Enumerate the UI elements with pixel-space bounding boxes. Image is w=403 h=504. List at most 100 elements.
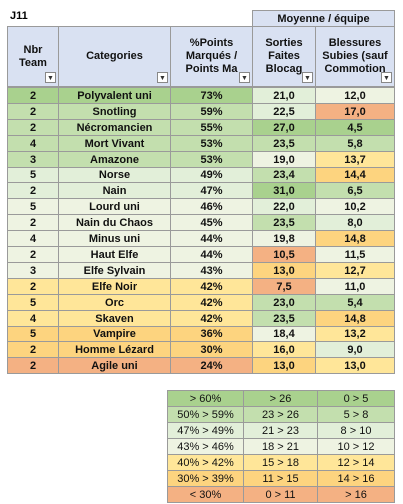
table-cell: 42% xyxy=(170,310,253,327)
table-cell: 7,5 xyxy=(252,278,316,295)
filter-button[interactable]: ▼ xyxy=(45,72,56,83)
legend-cell: 50% > 59% xyxy=(167,406,244,423)
table-cell: 12,7 xyxy=(315,262,395,279)
table-cell: 5,4 xyxy=(315,294,395,311)
table-cell: 19,8 xyxy=(252,230,316,247)
table-cell: 23,5 xyxy=(252,135,316,152)
table-cell: 8,0 xyxy=(315,214,395,231)
table-cell: 19,0 xyxy=(252,151,316,168)
table-cell: 12,0 xyxy=(315,87,395,104)
table-cell: 2 xyxy=(7,103,59,120)
table-cell: Homme Lézard xyxy=(58,341,171,358)
table-cell: Nain du Chaos xyxy=(58,214,171,231)
table-cell: 44% xyxy=(170,246,253,263)
legend-cell: < 30% xyxy=(167,486,244,503)
header-line: Commotion xyxy=(324,63,386,75)
table-cell: 4,5 xyxy=(315,119,395,136)
table-cell: 13,0 xyxy=(252,357,316,374)
group-header: Moyenne / équipe xyxy=(252,10,395,27)
legend-cell: 10 > 12 xyxy=(317,438,395,455)
table-cell: 5,8 xyxy=(315,135,395,152)
table-cell: 2 xyxy=(7,119,59,136)
table-cell: 45% xyxy=(170,214,253,231)
table-cell: 4 xyxy=(7,230,59,247)
table-cell: 27,0 xyxy=(252,119,316,136)
table-cell: 49% xyxy=(170,167,253,183)
header-line: Nbr xyxy=(23,43,43,56)
header-line: Blocag xyxy=(265,63,303,75)
table-cell: 2 xyxy=(7,278,59,295)
table-cell: 2 xyxy=(7,246,59,263)
column-header: Categories xyxy=(58,26,171,87)
legend-cell: > 16 xyxy=(317,486,395,503)
table-cell: 16,0 xyxy=(252,341,316,358)
filter-button[interactable]: ▼ xyxy=(239,72,250,83)
legend-cell: 0 > 11 xyxy=(243,486,318,503)
table-cell: Mort Vivant xyxy=(58,135,171,152)
table-cell: 3 xyxy=(7,262,59,279)
table-cell: 6,5 xyxy=(315,182,395,199)
table-cell: 10,5 xyxy=(252,246,316,263)
table-cell: 14,8 xyxy=(315,310,395,327)
table-cell: 14,4 xyxy=(315,167,395,183)
legend-cell: 8 > 10 xyxy=(317,422,395,439)
table-cell: 4 xyxy=(7,310,59,327)
legend-cell: 30% > 39% xyxy=(167,470,244,487)
table-cell: Lourd uni xyxy=(58,198,171,215)
column-header: Nbr Team xyxy=(7,26,59,87)
legend-cell: 11 > 15 xyxy=(243,470,318,487)
table-cell: 4 xyxy=(7,135,59,152)
filter-button[interactable]: ▼ xyxy=(381,72,392,83)
table-cell: 42% xyxy=(170,294,253,311)
table-cell: 5 xyxy=(7,294,59,311)
legend-cell: 18 > 21 xyxy=(243,438,318,455)
table-cell: 2 xyxy=(7,341,59,358)
table-cell: 17,0 xyxy=(315,103,395,120)
table-cell: 2 xyxy=(7,357,59,374)
table-cell: 13,0 xyxy=(252,262,316,279)
filter-button[interactable]: ▼ xyxy=(302,72,313,83)
legend-cell: 47% > 49% xyxy=(167,422,244,439)
legend-cell: > 60% xyxy=(167,390,244,407)
table-cell: Snotling xyxy=(58,103,171,120)
table-cell: 11,5 xyxy=(315,246,395,263)
table-cell: 59% xyxy=(170,103,253,120)
legend-cell: 40% > 42% xyxy=(167,454,244,471)
table-cell: 23,5 xyxy=(252,310,316,327)
table-cell: 24% xyxy=(170,357,253,374)
table-cell: Skaven xyxy=(58,310,171,327)
table-cell: 53% xyxy=(170,151,253,168)
legend-cell: 23 > 26 xyxy=(243,406,318,423)
header-line: Points Ma xyxy=(185,63,238,75)
legend-cell: 5 > 8 xyxy=(317,406,395,423)
filter-button[interactable]: ▼ xyxy=(157,72,168,83)
table-cell: 13,0 xyxy=(315,357,395,374)
table-cell: 13,7 xyxy=(315,151,395,168)
table-cell: 18,4 xyxy=(252,326,316,342)
table-cell: 5 xyxy=(7,198,59,215)
legend-cell: 0 > 5 xyxy=(317,390,395,407)
table-cell: 44% xyxy=(170,230,253,247)
table-cell: 22,0 xyxy=(252,198,316,215)
table-cell: 9,0 xyxy=(315,341,395,358)
header-line: Categories xyxy=(86,50,143,62)
cell-ref: J11 xyxy=(10,10,28,22)
table-cell: 21,0 xyxy=(252,87,316,104)
table-cell: Agile uni xyxy=(58,357,171,374)
table-cell: Minus uni xyxy=(58,230,171,247)
table-cell: Orc xyxy=(58,294,171,311)
table-cell: 5 xyxy=(7,326,59,342)
table-cell: 30% xyxy=(170,341,253,358)
table-cell: 10,2 xyxy=(315,198,395,215)
table-cell: 23,0 xyxy=(252,294,316,311)
table-cell: 36% xyxy=(170,326,253,342)
table-cell: 14,8 xyxy=(315,230,395,247)
table-cell: 46% xyxy=(170,198,253,215)
legend-cell: > 26 xyxy=(243,390,318,407)
table-cell: Amazone xyxy=(58,151,171,168)
table-cell: 22,5 xyxy=(252,103,316,120)
table-cell: 23,4 xyxy=(252,167,316,183)
table-cell: 5 xyxy=(7,167,59,183)
header-line: Sorties xyxy=(265,37,303,49)
